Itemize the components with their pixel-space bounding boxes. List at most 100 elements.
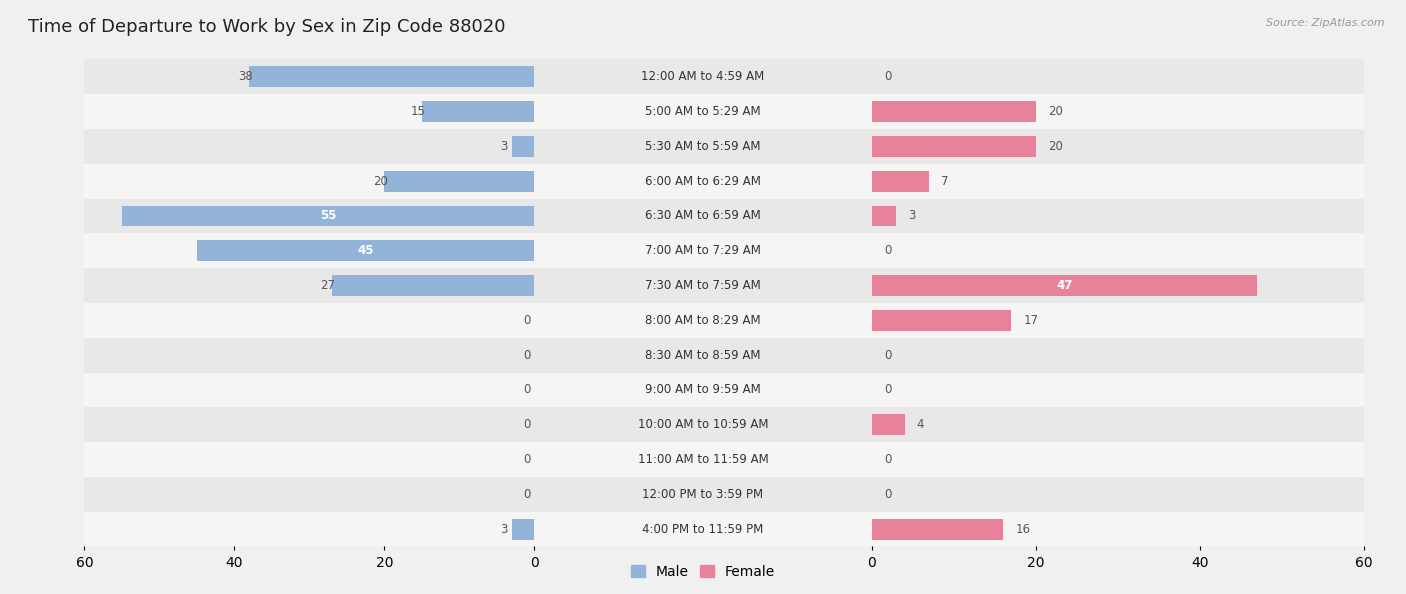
Text: 0: 0 [884,349,891,362]
Bar [84,407,984,442]
Text: 3: 3 [908,210,915,223]
Bar [380,164,1364,198]
Bar [534,303,872,338]
Text: 7: 7 [942,175,949,188]
Bar [534,94,872,129]
Bar [380,442,1364,477]
Text: 0: 0 [884,244,891,257]
Text: 12:00 AM to 4:59 AM: 12:00 AM to 4:59 AM [641,70,765,83]
Text: 20: 20 [373,175,388,188]
Text: 8:00 AM to 8:29 AM: 8:00 AM to 8:29 AM [645,314,761,327]
Text: 38: 38 [238,70,253,83]
Bar [422,101,534,122]
Bar [84,164,984,198]
Bar [534,442,872,477]
Bar [534,372,872,407]
Bar [84,372,984,407]
Bar [534,268,872,303]
Text: 6:30 AM to 6:59 AM: 6:30 AM to 6:59 AM [645,210,761,223]
Bar [84,94,984,129]
Text: 8:30 AM to 8:59 AM: 8:30 AM to 8:59 AM [645,349,761,362]
Text: 0: 0 [884,70,891,83]
Bar [380,477,1364,511]
Legend: Male, Female: Male, Female [626,559,780,584]
Text: 3: 3 [501,523,508,536]
Bar [380,407,1364,442]
Bar [84,338,984,372]
Text: 3: 3 [501,140,508,153]
Text: 15: 15 [411,105,426,118]
Text: 45: 45 [357,244,374,257]
Bar [872,206,897,226]
Text: 47: 47 [1056,279,1073,292]
Bar [872,170,929,192]
Bar [512,136,534,157]
Text: 4:00 PM to 11:59 PM: 4:00 PM to 11:59 PM [643,523,763,536]
Text: 20: 20 [1047,105,1063,118]
Text: 11:00 AM to 11:59 AM: 11:00 AM to 11:59 AM [638,453,768,466]
Bar [534,233,872,268]
Text: 0: 0 [884,383,891,396]
Bar [380,198,1364,233]
Bar [534,338,872,372]
Bar [249,67,534,87]
Bar [332,275,534,296]
Bar [380,338,1364,372]
Text: 9:00 AM to 9:59 AM: 9:00 AM to 9:59 AM [645,383,761,396]
Text: Time of Departure to Work by Sex in Zip Code 88020: Time of Departure to Work by Sex in Zip … [28,18,506,36]
Text: Source: ZipAtlas.com: Source: ZipAtlas.com [1267,18,1385,28]
Text: 4: 4 [917,418,924,431]
Bar [84,129,984,164]
Bar [872,136,1036,157]
Text: 7:30 AM to 7:59 AM: 7:30 AM to 7:59 AM [645,279,761,292]
Text: 0: 0 [523,453,530,466]
Bar [380,94,1364,129]
Bar [380,233,1364,268]
Bar [84,59,984,94]
Text: 0: 0 [523,349,530,362]
Bar [380,268,1364,303]
Text: 17: 17 [1024,314,1039,327]
Bar [122,206,534,226]
Bar [872,101,1036,122]
Bar [380,129,1364,164]
Bar [534,59,872,94]
Bar [872,414,904,435]
Bar [380,59,1364,94]
Text: 5:30 AM to 5:59 AM: 5:30 AM to 5:59 AM [645,140,761,153]
Bar [534,164,872,198]
Bar [534,198,872,233]
Text: 7:00 AM to 7:29 AM: 7:00 AM to 7:29 AM [645,244,761,257]
Text: 0: 0 [884,453,891,466]
Bar [872,519,1002,539]
Bar [384,170,534,192]
Bar [84,511,984,546]
Bar [872,275,1257,296]
Text: 16: 16 [1015,523,1031,536]
Text: 5:00 AM to 5:29 AM: 5:00 AM to 5:29 AM [645,105,761,118]
Text: 20: 20 [1047,140,1063,153]
Bar [84,233,984,268]
Bar [84,442,984,477]
Text: 0: 0 [523,418,530,431]
Bar [197,241,534,261]
Bar [534,477,872,511]
Text: 0: 0 [523,488,530,501]
Text: 0: 0 [884,488,891,501]
Text: 6:00 AM to 6:29 AM: 6:00 AM to 6:29 AM [645,175,761,188]
Text: 10:00 AM to 10:59 AM: 10:00 AM to 10:59 AM [638,418,768,431]
Bar [512,519,534,539]
Bar [872,310,1011,331]
Bar [84,303,984,338]
Bar [534,129,872,164]
Bar [84,268,984,303]
Text: 0: 0 [523,383,530,396]
Bar [84,477,984,511]
Bar [84,198,984,233]
Bar [380,511,1364,546]
Text: 55: 55 [319,210,336,223]
Bar [534,511,872,546]
Bar [380,303,1364,338]
Bar [534,407,872,442]
Bar [380,372,1364,407]
